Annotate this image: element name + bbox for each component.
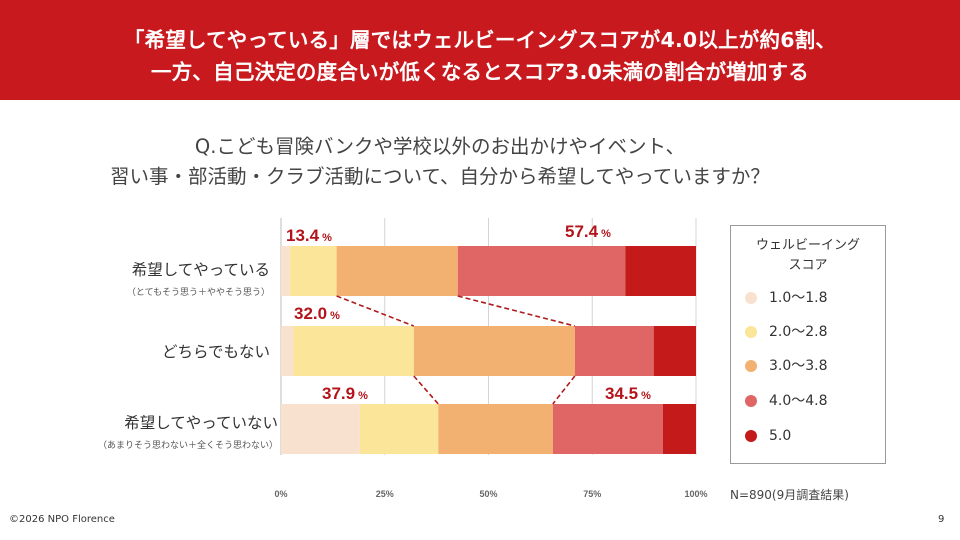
category-label-neutral: どちらでもない [0,340,270,362]
annotation-label: 34.5% [605,384,651,403]
bar-segment [281,326,294,376]
x-tick-label: 0% [274,489,287,499]
page-number: 9 [938,514,945,525]
category-sub-label: （とてもそう思う＋ややそう思う） [126,288,270,298]
bar-segment [290,246,337,296]
legend-title-line-1: ウェルビーイング [755,238,860,253]
bar-segment [293,326,414,376]
category-sub-label: （あまりそう思わない＋全くそう思わない） [97,441,278,451]
bar-segment [662,404,696,454]
bar-segment [574,326,654,376]
category-main-label: 希望してやっている [131,261,270,279]
bar-segment [438,404,553,454]
bar-segment [457,246,626,296]
annotation-label: 13.4% [286,226,332,245]
bar-segment [281,246,291,296]
bar-segment [653,326,696,376]
bar-segment [552,404,663,454]
legend-label: 3.0〜3.8 [769,358,828,374]
annotation-label: 57.4% [565,222,611,241]
bar-segment [281,404,360,454]
connector-line [457,295,576,327]
annotation-label: 32.0% [294,304,340,323]
x-tick-label: 25% [376,489,394,499]
header-line-1: 「希望してやっている」層ではウェルビーイングスコアが4.0以上が約6割、 [123,28,837,52]
legend-swatch [745,395,757,407]
header-banner: 「希望してやっている」層ではウェルビーイングスコアが4.0以上が約6割、 一方、… [0,0,960,100]
legend-swatch [745,360,757,372]
legend-label: 2.0〜2.8 [769,324,828,340]
category-main-label: 希望してやっていない [124,414,278,432]
legend-swatch [745,430,757,442]
bar-segment [359,404,439,454]
category-main-label: どちらでもない [161,343,270,361]
legend-label: 5.0 [769,428,792,444]
x-tick-label: 75% [583,489,601,499]
connector-line [552,375,576,405]
legend: ウェルビーイング スコア 1.0〜1.8 2.0〜2.8 3.0〜3.8 4.0… [730,225,886,464]
bar-segment [336,246,458,296]
legend-title-line-2: スコア [788,258,828,273]
sample-size-note: N=890(9月調査結果) [730,488,849,502]
category-label-want: 希望してやっている （とてもそう思う＋ややそう思う） [0,258,270,298]
bar-segment [413,326,575,376]
legend-title: ウェルビーイング スコア [731,236,885,276]
connector-line [413,375,439,405]
question-line-1: Q.こども冒険バンクや学校以外のお出かけやイベント、 [194,135,686,158]
legend-label: 1.0〜1.8 [769,290,828,306]
x-tick-label: 100% [684,489,707,499]
legend-label: 4.0〜4.8 [769,393,828,409]
annotation-label: 37.9% [322,384,368,403]
category-label-not-want: 希望してやっていない （あまりそう思わない＋全くそう思わない） [8,411,278,451]
x-tick-label: 50% [479,489,497,499]
legend-swatch [745,326,757,338]
copyright: ©2026 NPO Florence [9,514,115,525]
question-line-2: 習い事・部活動・クラブ活動について、自分から希望してやっていますか？ [110,165,770,188]
legend-swatch [745,292,757,304]
connector-line [336,295,415,327]
header-line-2: 一方、自己決定の度合いが低くなるとスコア3.0未満の割合が増加する [151,60,809,84]
bar-segment [625,246,696,296]
